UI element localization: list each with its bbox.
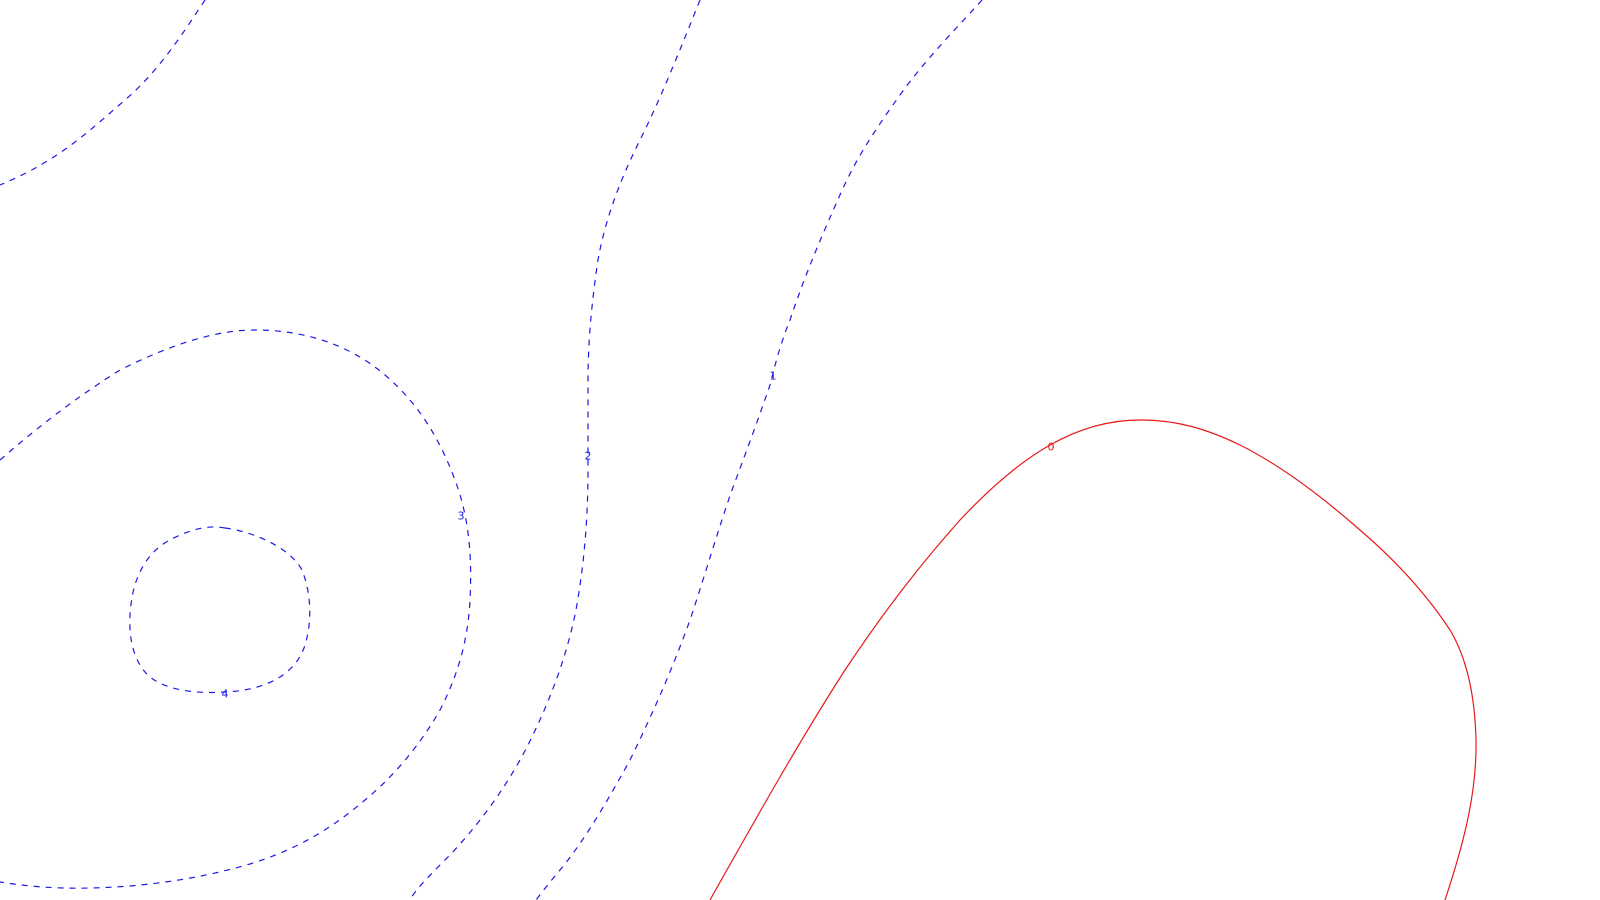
contour-label-2: 2 bbox=[585, 450, 592, 463]
contour-line-2 bbox=[409, 0, 701, 900]
contour-line-1 bbox=[535, 0, 983, 900]
contour-line-3 bbox=[0, 329, 472, 889]
contour-label-1: 1 bbox=[770, 370, 777, 383]
contour-label-3: 3 bbox=[458, 510, 465, 523]
contour-line-top-left bbox=[0, 0, 206, 186]
contour-line-4 bbox=[129, 526, 311, 694]
contour-line-0 bbox=[709, 419, 1477, 900]
contour-label-4: 4 bbox=[222, 688, 229, 701]
contour-label-0: 0 bbox=[1048, 441, 1055, 454]
